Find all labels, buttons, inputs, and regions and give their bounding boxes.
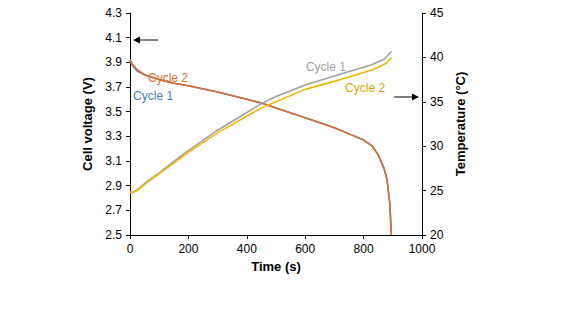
svg-text:4.1: 4.1: [105, 31, 122, 45]
svg-text:Cell voltage (V): Cell voltage (V): [80, 77, 95, 171]
svg-text:1000: 1000: [409, 242, 436, 256]
svg-text:2.7: 2.7: [105, 203, 122, 217]
svg-text:Time (s): Time (s): [251, 259, 301, 274]
svg-text:45: 45: [430, 6, 444, 20]
svg-text:0: 0: [127, 242, 134, 256]
svg-text:20: 20: [430, 228, 444, 242]
svg-text:30: 30: [430, 139, 444, 153]
svg-text:Temperature (°C): Temperature (°C): [453, 72, 468, 177]
svg-text:2.5: 2.5: [105, 228, 122, 242]
svg-text:Cycle 2: Cycle 2: [148, 71, 188, 85]
svg-text:800: 800: [354, 242, 374, 256]
svg-text:25: 25: [430, 184, 444, 198]
svg-text:Cycle 1: Cycle 1: [306, 60, 346, 74]
svg-text:Cycle 2: Cycle 2: [345, 81, 385, 95]
svg-text:400: 400: [237, 242, 257, 256]
svg-text:2.9: 2.9: [105, 179, 122, 193]
svg-text:3.1: 3.1: [105, 154, 122, 168]
svg-text:Cycle 1: Cycle 1: [133, 89, 173, 103]
svg-text:35: 35: [430, 95, 444, 109]
svg-text:3.7: 3.7: [105, 80, 122, 94]
svg-text:40: 40: [430, 50, 444, 64]
svg-text:3.5: 3.5: [105, 105, 122, 119]
svg-text:3.3: 3.3: [105, 129, 122, 143]
svg-text:4.3: 4.3: [105, 6, 122, 20]
svg-text:600: 600: [295, 242, 315, 256]
svg-text:3.9: 3.9: [105, 55, 122, 69]
svg-text:200: 200: [178, 242, 198, 256]
